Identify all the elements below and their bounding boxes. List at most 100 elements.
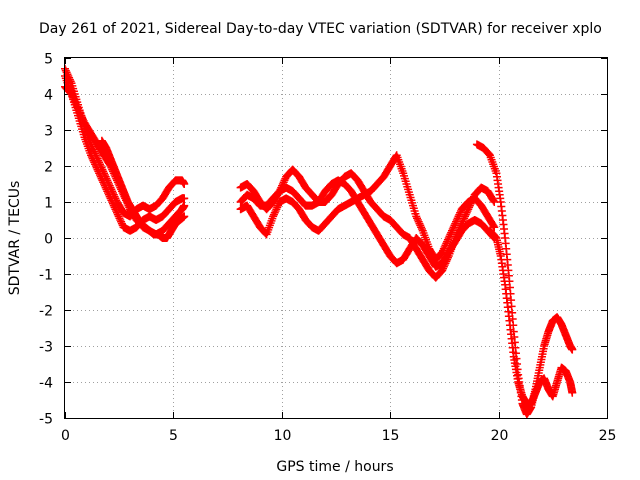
data-point [109, 201, 118, 210]
data-point [490, 232, 499, 241]
data-point [438, 266, 447, 275]
data-point [97, 174, 106, 183]
data-point [568, 345, 577, 354]
data-point [87, 153, 96, 161]
data-point [78, 113, 87, 122]
data-point [99, 178, 108, 187]
data-point [454, 212, 463, 221]
data-point [415, 219, 424, 228]
data-point [452, 217, 461, 226]
data-point [112, 207, 121, 215]
data-point [180, 194, 189, 203]
data-point [108, 199, 117, 208]
data-point [269, 212, 278, 221]
plot-frame [64, 57, 608, 419]
data-point [443, 237, 452, 246]
data-point [94, 167, 103, 176]
data-point [450, 221, 459, 230]
series-track-f [236, 176, 499, 271]
data-point [439, 264, 448, 273]
data-point [106, 194, 115, 203]
data-point [95, 171, 104, 179]
data-point [413, 214, 422, 223]
data-point [61, 66, 70, 75]
data-point [89, 156, 98, 165]
data-point [440, 243, 449, 251]
data-point [71, 99, 80, 107]
data-point [67, 90, 76, 98]
data-point [100, 180, 109, 188]
data-point [449, 223, 458, 232]
data-point [568, 388, 577, 397]
chart-title: Day 261 of 2021, Sidereal Day-to-day VTE… [39, 21, 602, 37]
y-axis-label: SDTVAR / TECUs [7, 181, 23, 296]
data-point [93, 165, 102, 174]
data-point [111, 205, 120, 214]
y-tick-label: 2 [44, 160, 53, 176]
data-point [96, 172, 105, 181]
data-marks [61, 64, 577, 419]
data-point [279, 178, 288, 187]
data-point [107, 196, 116, 205]
data-point [441, 241, 450, 250]
y-tick-label: -3 [39, 340, 53, 356]
data-point [489, 221, 498, 230]
data-point [269, 210, 278, 219]
x-axis-label: GPS time / hours [276, 459, 393, 475]
x-tick-label: 25 [599, 428, 617, 444]
data-point [417, 223, 426, 232]
y-tick-label: -4 [39, 376, 53, 392]
x-tick-label: 15 [382, 428, 400, 444]
data-point [68, 91, 77, 100]
data-point [117, 217, 126, 226]
series-track-d [97, 136, 189, 242]
data-point [180, 201, 189, 210]
data-point [443, 235, 452, 244]
data-point [455, 210, 464, 219]
data-point [414, 217, 423, 226]
data-point [91, 162, 100, 170]
data-point [453, 214, 462, 223]
data-point [105, 192, 114, 201]
x-tick-label: 20 [491, 428, 509, 444]
data-point [444, 234, 453, 242]
series-track-c [61, 82, 189, 239]
series-track-g [236, 151, 499, 264]
data-point [447, 226, 456, 235]
data-point [442, 239, 451, 248]
data-point [412, 212, 421, 221]
data-point [445, 232, 454, 241]
y-tick-label: -1 [39, 268, 53, 284]
data-point [104, 189, 113, 197]
data-point [98, 176, 107, 185]
data-point [100, 181, 109, 190]
axis-ticks [65, 58, 608, 419]
data-point [456, 208, 465, 217]
data-point [88, 154, 97, 163]
data-point [104, 190, 113, 199]
data-point [417, 225, 426, 233]
y-tick-label: 0 [44, 232, 53, 248]
y-tick-label: 4 [44, 88, 53, 104]
data-point [95, 169, 104, 178]
data-point [74, 106, 83, 115]
data-point [439, 246, 448, 255]
data-point [452, 216, 461, 224]
y-tick-label: -5 [39, 412, 53, 428]
data-point [78, 115, 87, 124]
data-point [91, 160, 100, 169]
grid [65, 58, 607, 418]
data-point [438, 248, 447, 257]
data-point [69, 93, 78, 102]
data-point [92, 163, 101, 172]
data-point [180, 180, 189, 188]
data-point [446, 230, 455, 239]
series-track-i [485, 226, 577, 408]
data-point [116, 216, 125, 224]
data-point [77, 111, 86, 120]
data-point [108, 198, 117, 206]
series-track-a [61, 64, 189, 221]
data-point [114, 212, 123, 221]
y-tick-label: 5 [44, 52, 53, 68]
